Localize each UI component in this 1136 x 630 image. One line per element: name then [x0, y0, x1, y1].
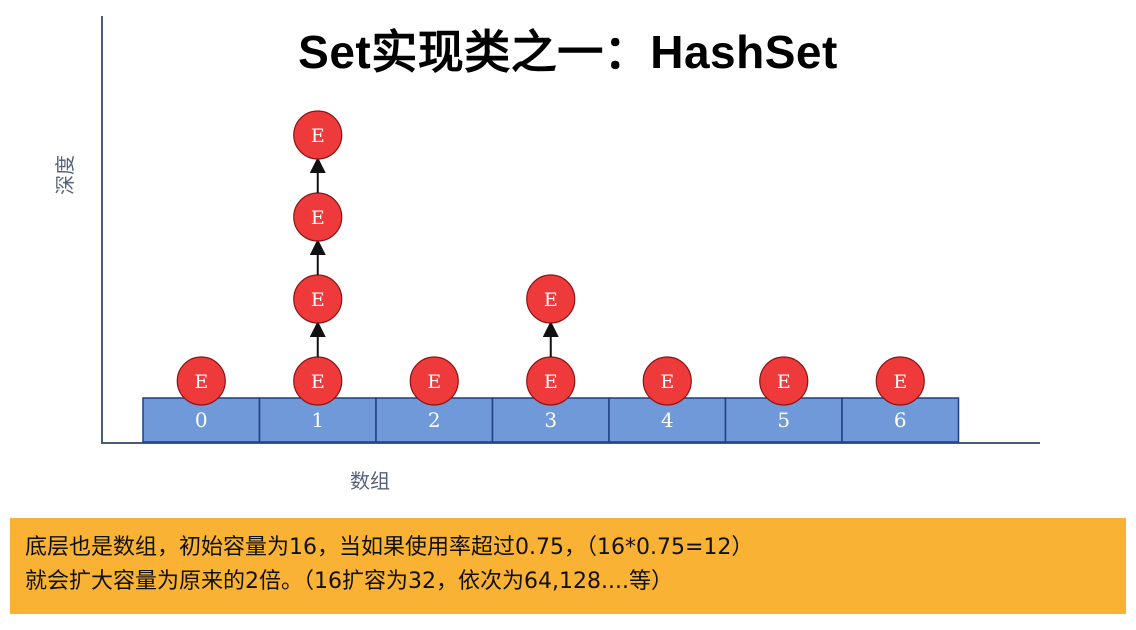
bucket-index-label: 1: [311, 408, 324, 432]
bucket-index-label: 4: [661, 408, 674, 432]
entry-node-label: E: [544, 289, 558, 311]
entry-node-label: E: [194, 371, 208, 393]
entry-node-label: E: [311, 289, 325, 311]
entry-node-label: E: [660, 371, 674, 393]
diagram-axes: [101, 16, 1040, 444]
entry-node-label: E: [311, 371, 325, 393]
x-axis-label: 数组: [350, 469, 390, 493]
caption-line-2: 就会扩大容量为原来的2倍。（16扩容为32，依次为64,128....等）: [25, 569, 673, 594]
entry-node: [526, 274, 576, 324]
entry-node-label: E: [311, 125, 325, 147]
bucket-index-label: 5: [777, 408, 790, 432]
bucket-index-label: 0: [195, 408, 208, 432]
bucket-index-label: 2: [428, 408, 441, 432]
bucket-index-label: 6: [894, 408, 907, 432]
entry-node-label: E: [893, 371, 907, 393]
bucket-chains: E E E E E E E E E E E: [176, 110, 925, 406]
entry-node: [176, 356, 226, 406]
caption-box: 底层也是数组，初始容量为16，当如果使用率超过0.75，（16*0.75=12）…: [10, 518, 1126, 614]
entry-node-label: E: [427, 371, 441, 393]
entry-node: [759, 356, 809, 406]
slide-title: Set实现类之一：HashSet: [298, 26, 838, 78]
caption-line-1: 底层也是数组，初始容量为16，当如果使用率超过0.75，（16*0.75=12）: [25, 535, 754, 560]
entry-node-label: E: [777, 371, 791, 393]
entry-node: [642, 356, 692, 406]
y-axis-label: 深度: [53, 155, 77, 195]
hashset-bucket-diagram: 0 1 2 3 4 5 6 E E E E E E E E E E E 深度 数组: [53, 16, 1040, 493]
entry-node: [409, 356, 459, 406]
entry-node: [293, 110, 343, 160]
entry-node-label: E: [544, 371, 558, 393]
bucket-array: 0 1 2 3 4 5 6: [142, 397, 960, 443]
bucket-index-label: 3: [544, 408, 557, 432]
entry-node: [875, 356, 925, 406]
entry-node-label: E: [311, 207, 325, 229]
